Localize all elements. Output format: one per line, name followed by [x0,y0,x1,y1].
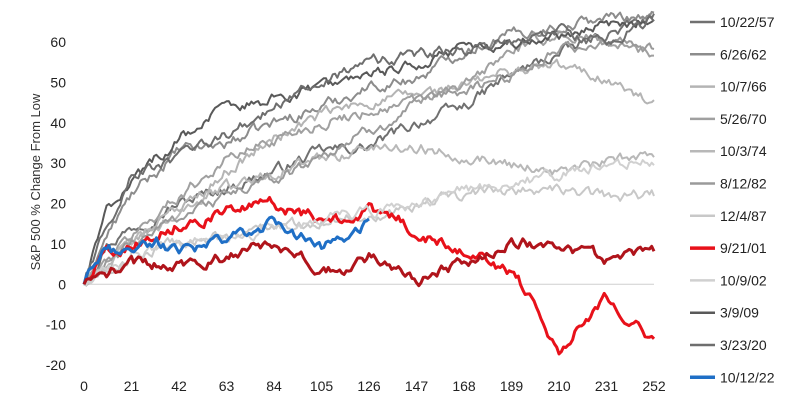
legend-label: 10/12/22 [720,369,775,385]
legend-label: 5/26/70 [720,111,767,127]
y-tick-label: 0 [58,276,66,292]
x-tick-label: 210 [547,378,571,394]
y-tick-label: 10 [50,236,66,252]
series-line [83,158,655,287]
legend-label: 8/12/82 [720,176,767,192]
series-line [82,237,656,288]
x-tick-label: 21 [124,378,140,394]
series-line [83,143,655,286]
legend-label: 9/21/01 [720,240,767,256]
series-line [83,36,655,286]
x-tick-label: 42 [171,378,187,394]
series-line [82,195,656,356]
y-ticks: -20 -10 0 10 20 30 40 50 60 [46,34,66,373]
y-tick-label: 20 [50,196,66,212]
series-line [83,19,655,285]
legend-label: 3/9/09 [720,305,759,321]
y-tick-label: 60 [50,34,66,50]
x-tick-label: 147 [405,378,429,394]
series-line [83,183,655,286]
series-layer [82,10,656,356]
x-tick-label: 0 [80,378,88,394]
legend-label: 6/26/62 [720,46,767,62]
x-tick-label: 231 [595,378,619,394]
x-tick-label: 189 [500,378,524,394]
legend-label: 10/3/74 [720,143,767,159]
series-line [82,215,370,285]
y-tick-label: 30 [50,155,66,171]
x-tick-label: 63 [219,378,235,394]
x-ticks: 0 21 42 63 84 105 126 147 168 189 210 231 252 [80,378,666,394]
series-line [83,58,655,285]
legend-label: 10/9/02 [720,272,767,288]
y-tick-label: 40 [50,115,66,131]
x-tick-label: 252 [642,378,666,394]
y-axis-label: S&P 500 % Change From Low [28,93,43,270]
legend-label: 3/23/20 [720,337,767,353]
legend-label: 10/22/57 [720,14,775,30]
legend: 10/22/57 6/26/62 10/7/66 5/26/70 10/3/74 8/12… [690,14,775,385]
x-tick-label: 168 [452,378,476,394]
legend-label: 10/7/66 [720,79,767,95]
series-line [83,15,655,285]
series-line [83,30,654,285]
y-tick-label: 50 [50,75,66,91]
x-tick-label: 105 [310,378,334,394]
x-tick-label: 126 [357,378,381,394]
y-tick-label: -20 [46,357,66,373]
legend-label: 12/4/87 [720,208,767,224]
series-line [83,13,655,287]
x-tick-label: 84 [266,378,282,394]
y-tick-label: -10 [46,317,66,333]
